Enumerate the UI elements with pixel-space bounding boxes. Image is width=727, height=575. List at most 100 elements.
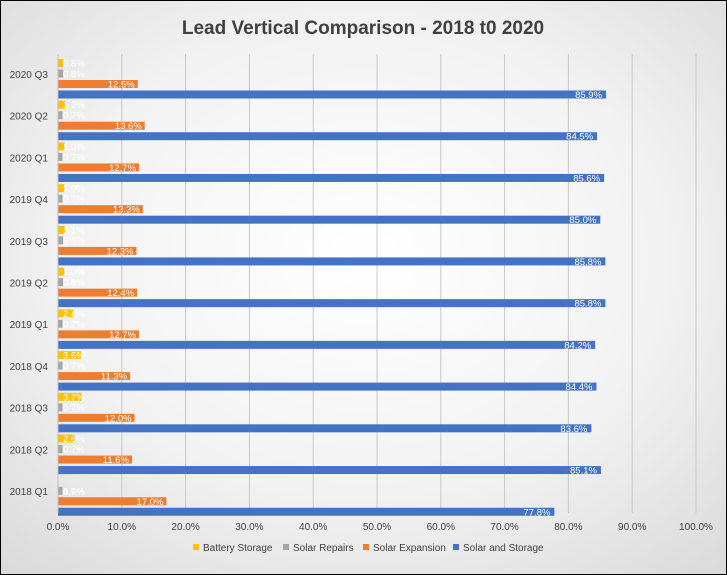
y-tick-label: 2018 Q4 [10,362,49,373]
bar-solar-repairs [58,194,63,203]
bar-solar-expansion [58,121,145,130]
data-label: 85.8% [574,257,601,268]
x-tick-label: 100.0% [679,522,713,533]
data-label: 0.8% [63,236,85,247]
bar-solar-expansion [58,246,137,255]
y-tick-label: 2019 Q4 [10,195,49,206]
bar-battery-storage [58,434,75,443]
chart-title: Lead Vertical Comparison - 2018 t0 2020 [182,18,544,39]
data-label: 77.8% [523,507,550,518]
data-label: 11.6% [103,455,130,466]
bar-solar-and-storage [58,90,607,99]
bar-battery-storage [58,225,66,234]
data-label: 1.1% [63,225,85,236]
data-label: 17.0% [137,497,164,508]
x-tick-label: 30.0% [235,522,263,533]
data-label: 2.4% [63,309,85,320]
bar-battery-storage [58,59,64,67]
bar-solar-and-storage [58,424,592,433]
data-label: 85.9% [575,90,602,101]
bar-battery-storage [58,100,66,109]
x-axis: 0.0% 10.0% 20.0% 30.0% 40.0% 50.0% 60.0% 70.0% 8… [47,522,713,533]
data-label: 0.8% [63,278,85,289]
data-label: 3.7% [63,392,85,403]
x-tick-label: 0.0% [47,522,70,533]
gridlines [57,54,697,513]
bar-solar-and-storage [58,340,596,349]
x-tick-label: 90.0% [618,522,646,533]
data-label: 0.7% [63,319,85,330]
x-tick-label: 40.0% [299,522,327,533]
y-tick-label: 2018 Q3 [10,404,49,415]
data-label: 85.6% [573,173,600,184]
data-label: 12.3% [107,246,134,257]
y-tick-label: 2020 Q3 [10,70,49,81]
data-label: 85.0% [569,215,596,226]
bars [58,59,607,516]
bar-battery-storage [58,351,81,360]
bar-battery-storage [58,309,74,318]
legend-label: Battery Storage [203,543,273,554]
bar-solar-and-storage [58,257,606,266]
bar-solar-and-storage [58,299,606,308]
data-label: 3.6% [63,351,85,362]
x-tick-label: 10.0% [108,522,136,533]
data-label: 13.3% [113,205,140,216]
bar-solar-expansion [58,163,140,172]
bar-battery-storage [58,392,82,401]
y-tick-label: 2020 Q2 [10,112,49,123]
bar-solar-repairs [58,361,63,370]
data-label: 0.7% [63,361,85,372]
bar-battery-storage [58,142,65,151]
x-tick-label: 80.0% [554,522,582,533]
bar-solar-and-storage [58,215,601,224]
bar-solar-expansion [58,288,138,297]
legend-label: Solar Expansion [373,543,446,554]
data-label: 85.8% [574,299,601,310]
data-label: 84.2% [564,340,591,351]
bar-solar-repairs [58,445,63,454]
data-label: 12.5% [108,80,135,91]
data-label-extra: 4.5% [63,487,85,498]
legend-swatch [283,544,289,550]
x-tick-label: 20.0% [171,522,199,533]
data-label: 12.7% [109,163,136,174]
data-label: 1.0% [63,184,85,195]
data-label: 12.4% [107,288,134,299]
y-tick-label: 2018 Q2 [10,445,49,456]
bar-solar-and-storage [58,173,605,182]
bar-solar-and-storage [58,132,598,141]
data-label: 0.7% [63,152,85,163]
data-label: 84.4% [566,382,593,393]
bar-solar-expansion [58,413,135,422]
legend-swatch [363,544,369,550]
data-label: 0.7% [63,111,85,122]
y-tick-label: 2020 Q1 [10,153,49,164]
data-label: 84.5% [566,132,593,143]
data-label: 0.8% [63,69,85,80]
bar-solar-and-storage [58,466,601,475]
x-tick-label: 70.0% [490,522,518,533]
x-tick-label: 60.0% [427,522,455,533]
bar-solar-expansion [58,372,131,381]
data-label: 13.6% [115,121,142,132]
legend-label: Solar and Storage [463,543,544,554]
y-axis: 2020 Q3 2020 Q2 2020 Q1 2019 Q4 2019 Q3 2019 … [10,54,59,513]
data-label: 83.6% [560,424,587,435]
bar-solar-and-storage [58,507,555,516]
bar-solar-repairs [58,319,63,328]
data-label: 12.0% [105,413,132,424]
y-tick-label: 2019 Q2 [10,279,49,290]
y-tick-label: 2019 Q1 [10,320,49,331]
data-label: 1.0% [63,267,85,278]
legend-label: Solar Repairs [293,543,354,554]
data-label: 11.3% [101,372,128,383]
bar-solar-repairs [58,111,63,120]
legend: Battery Storage Solar Repairs Solar Expans… [193,543,544,554]
bar-solar-repairs [58,152,63,161]
legend-swatch [453,544,459,550]
bar-solar-repairs [58,278,64,287]
data-label: 12.7% [109,330,136,341]
data-label: 85.1% [570,466,597,477]
